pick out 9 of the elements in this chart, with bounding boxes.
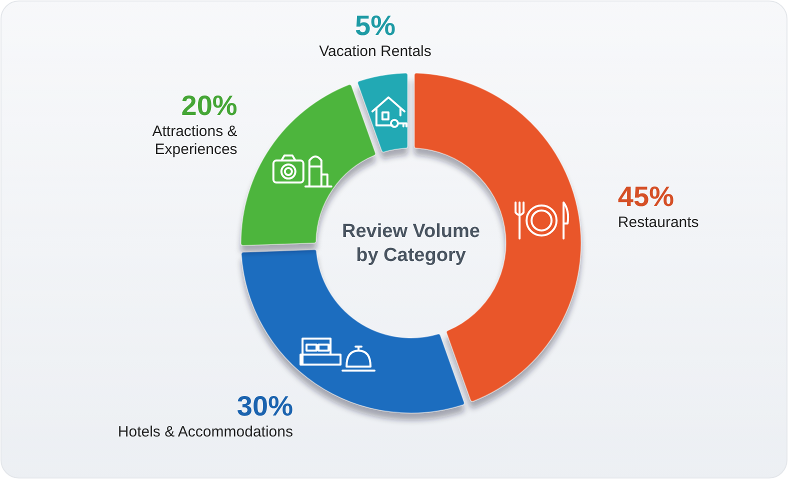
- data-label: 30%: [236, 390, 294, 422]
- text: Review Volume by Category: [342, 221, 480, 266]
- slice-label: Vacation Rentals: [319, 43, 432, 60]
- slice-label: Restaurants: [618, 214, 699, 232]
- data-label: 5%: [355, 10, 396, 42]
- data-label: 45%: [618, 181, 674, 212]
- slice-label: Attractions & Experiences: [152, 122, 238, 158]
- slice-label: Hotels & Accommodations: [118, 424, 293, 441]
- data-label: 20%: [181, 90, 238, 121]
